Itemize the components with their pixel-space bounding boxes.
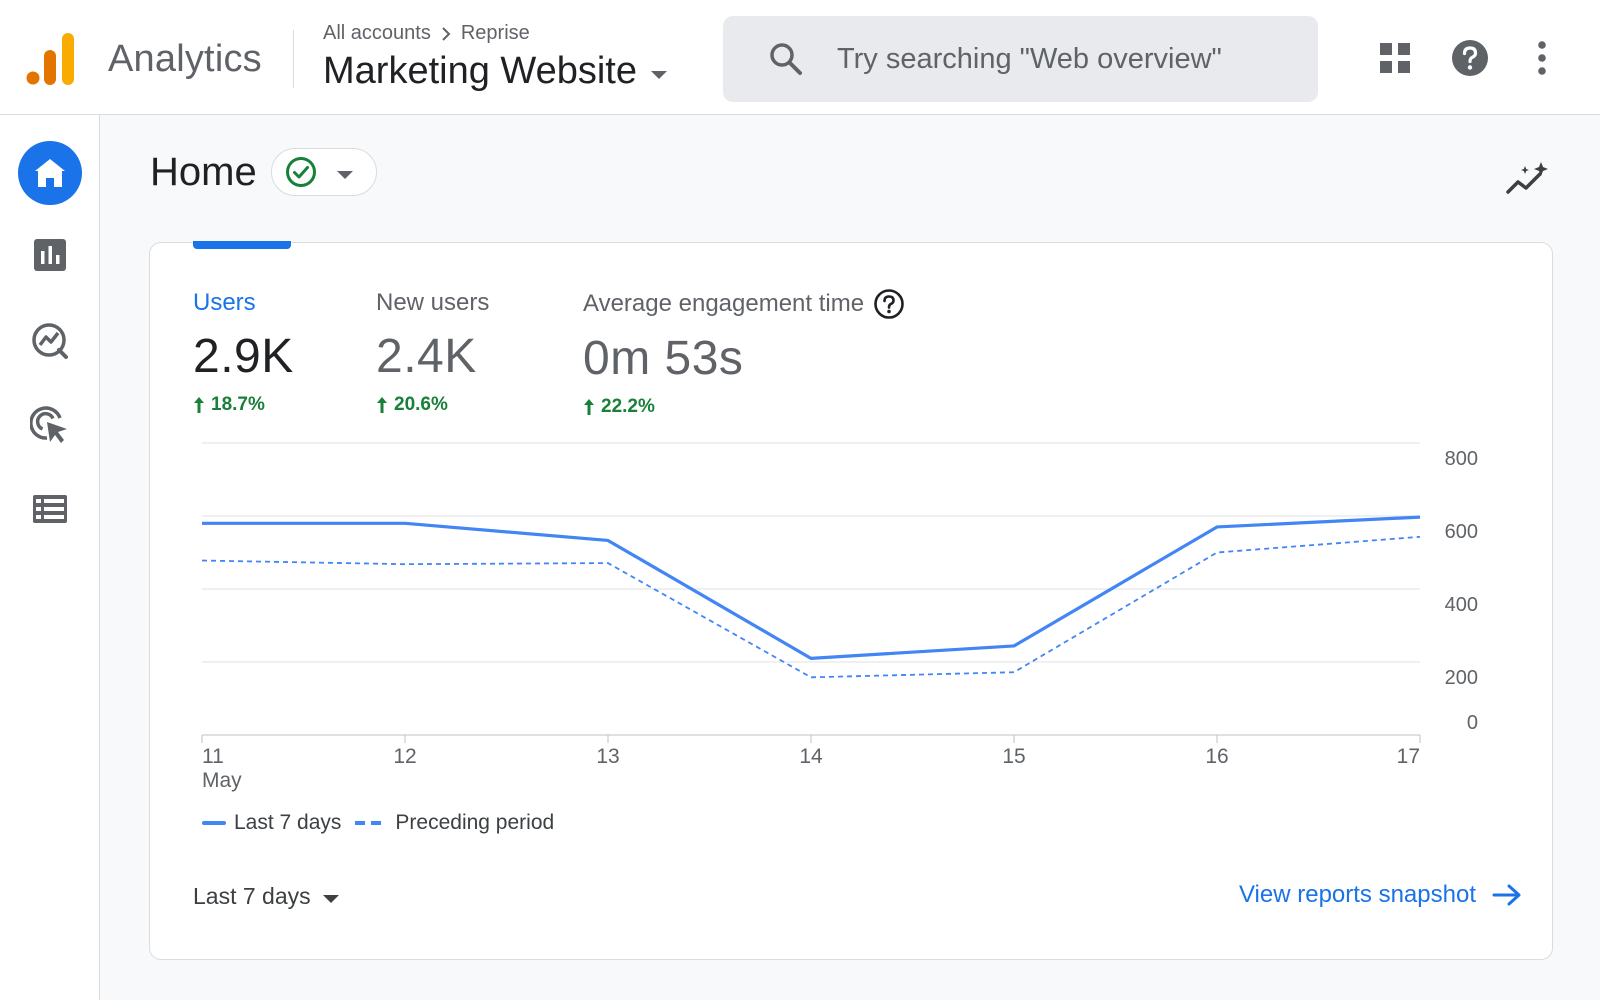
breadcrumb-property[interactable]: Reprise — [460, 22, 530, 44]
sidebar-item-advertising[interactable] — [18, 393, 82, 457]
x-tick-label: 16 — [1205, 745, 1228, 768]
metric-value: 0m 53s — [583, 332, 744, 385]
more-vert-icon[interactable] — [1522, 38, 1562, 78]
search-icon — [770, 43, 802, 75]
apps-grid-icon[interactable] — [1375, 38, 1415, 78]
caret-down-icon — [337, 171, 353, 179]
legend-previous: Preceding period — [395, 811, 555, 834]
x-tick-label: 17 — [1397, 745, 1420, 768]
x-tick-label: 15 — [1002, 745, 1025, 768]
metric-label: New users — [376, 289, 490, 316]
breadcrumb-account[interactable]: All accounts — [323, 22, 431, 44]
sidebar-item-configure[interactable] — [18, 477, 82, 541]
metric-value: 2.4K — [376, 330, 477, 383]
metric-users[interactable]: Users 2.9K 18.7% — [193, 289, 294, 416]
arrow-up-icon — [194, 397, 204, 413]
check-circle-icon — [286, 157, 316, 187]
x-tick-label: 11 — [202, 745, 224, 768]
x-tick-label: 14 — [799, 745, 823, 768]
view-reports-snapshot-link[interactable]: View reports snapshot — [1239, 881, 1522, 909]
page-title: Home — [150, 150, 257, 194]
y-tick-label: 800 — [1445, 448, 1478, 470]
property-selector[interactable]: Marketing Website — [323, 50, 667, 93]
header-divider — [293, 30, 294, 88]
y-tick-label: 600 — [1445, 521, 1478, 543]
overview-card: Users 2.9K 18.7% New users 2.4K 20.6% Av… — [149, 241, 1553, 960]
analytics-logo[interactable] — [26, 33, 76, 85]
left-nav — [0, 115, 100, 1000]
search-bar[interactable] — [723, 16, 1318, 102]
legend-swatch-solid — [202, 821, 226, 825]
x-tick-label: 12 — [393, 745, 416, 768]
metric-delta-value: 18.7% — [211, 394, 265, 415]
home-icon — [35, 159, 65, 187]
chart-legend: Last 7 days Preceding period — [202, 811, 554, 835]
metric-delta: 20.6% — [376, 394, 489, 416]
search-input[interactable] — [837, 42, 1297, 76]
product-name: Analytics — [108, 38, 262, 80]
caret-down-icon — [650, 70, 667, 79]
sidebar-item-home[interactable] — [18, 141, 82, 205]
status-dropdown[interactable] — [271, 148, 377, 196]
y-tick-label: 200 — [1445, 667, 1478, 689]
active-tab-indicator — [193, 241, 291, 249]
legend-swatch-dashed — [355, 821, 386, 825]
legend-current: Last 7 days — [234, 811, 342, 834]
series-line-last-7-days — [202, 515, 1421, 660]
help-icon[interactable] — [1450, 38, 1490, 78]
metric-delta: 18.7% — [193, 394, 294, 416]
metric-label: Average engagement time — [583, 290, 865, 317]
metric-delta: 22.2% — [583, 396, 904, 418]
top-bar: Analytics All accounts Reprise Marketing… — [0, 0, 1600, 115]
view-reports-label: View reports snapshot — [1238, 881, 1476, 908]
arrow-up-icon — [584, 399, 594, 415]
explore-icon — [32, 323, 68, 359]
list-icon — [33, 495, 67, 523]
x-tick-sublabel: May — [202, 769, 242, 792]
metric-new-users[interactable]: New users 2.4K 20.6% — [376, 289, 489, 416]
advertising-icon — [30, 406, 67, 443]
insights-icon[interactable] — [1505, 160, 1551, 202]
arrow-up-icon — [377, 397, 387, 413]
metric-label-row: Average engagement time — [583, 289, 904, 319]
metric-avg-engagement-time[interactable]: Average engagement time 0m 53s 22.2% — [583, 289, 904, 418]
y-tick-label: 400 — [1445, 594, 1478, 616]
y-tick-label: 0 — [1467, 712, 1478, 734]
series-line-preceding-period — [201, 535, 1421, 679]
users-line-chart: 0 200 400 600 800 11 12 13 14 15 16 17 May — [201, 442, 1478, 792]
help-outline-icon[interactable] — [874, 289, 904, 319]
bar-chart-icon — [34, 239, 66, 271]
metric-value: 2.9K — [193, 330, 294, 383]
sidebar-item-explore[interactable] — [18, 309, 82, 373]
chevron-right-icon — [442, 26, 451, 41]
date-range-label: Last 7 days — [193, 883, 311, 909]
metric-label: Users — [193, 289, 256, 316]
caret-down-icon — [322, 894, 339, 903]
arrow-forward-icon — [1492, 884, 1521, 906]
property-name: Marketing Website — [323, 50, 637, 92]
x-tick-label: 13 — [596, 745, 619, 768]
sidebar-item-reports[interactable] — [18, 223, 82, 287]
breadcrumb[interactable]: All accounts Reprise — [323, 22, 530, 45]
metric-delta-value: 22.2% — [601, 396, 655, 417]
metric-delta-value: 20.6% — [394, 394, 448, 415]
date-range-selector[interactable]: Last 7 days — [193, 883, 339, 910]
